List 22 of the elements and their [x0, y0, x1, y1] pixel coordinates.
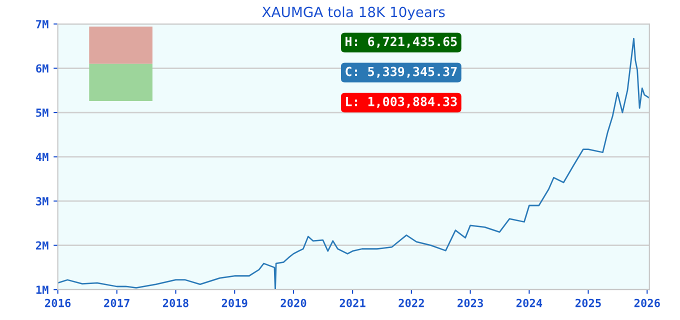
y-tick-label: 3M [36, 197, 48, 206]
x-tick-label: 2017 [104, 298, 130, 308]
x-tick-label: 2026 [634, 298, 660, 308]
x-tick-label: 2025 [576, 298, 601, 308]
y-tick-label: 5M [36, 108, 48, 117]
annotation: L: 1,003,884.33 [346, 96, 457, 108]
y-tick-label: 2M [36, 241, 48, 250]
x-tick-label: 2018 [162, 298, 188, 308]
x-tick-label: 2022 [398, 298, 424, 308]
y-tick-label: 4M [36, 152, 48, 162]
x-tick-label: 2020 [280, 298, 306, 308]
y-tick-label: 1M [36, 286, 48, 294]
annotation: H: 6,721,435.65 [346, 36, 457, 48]
x-tick-label: 2019 [222, 298, 248, 308]
x-tick-label: 2016 [45, 298, 71, 308]
y-tick-label: 7M [36, 20, 48, 28]
annotation: C: 5,339,345.37 [346, 66, 457, 78]
y-tick-label: 6M [36, 64, 48, 73]
x-tick-label: 2024 [516, 298, 542, 308]
x-tick-label: 2023 [458, 298, 483, 308]
x-tick-label: 2021 [340, 298, 366, 308]
chart-title: XAUMGA tola 18K 10years [262, 6, 445, 20]
